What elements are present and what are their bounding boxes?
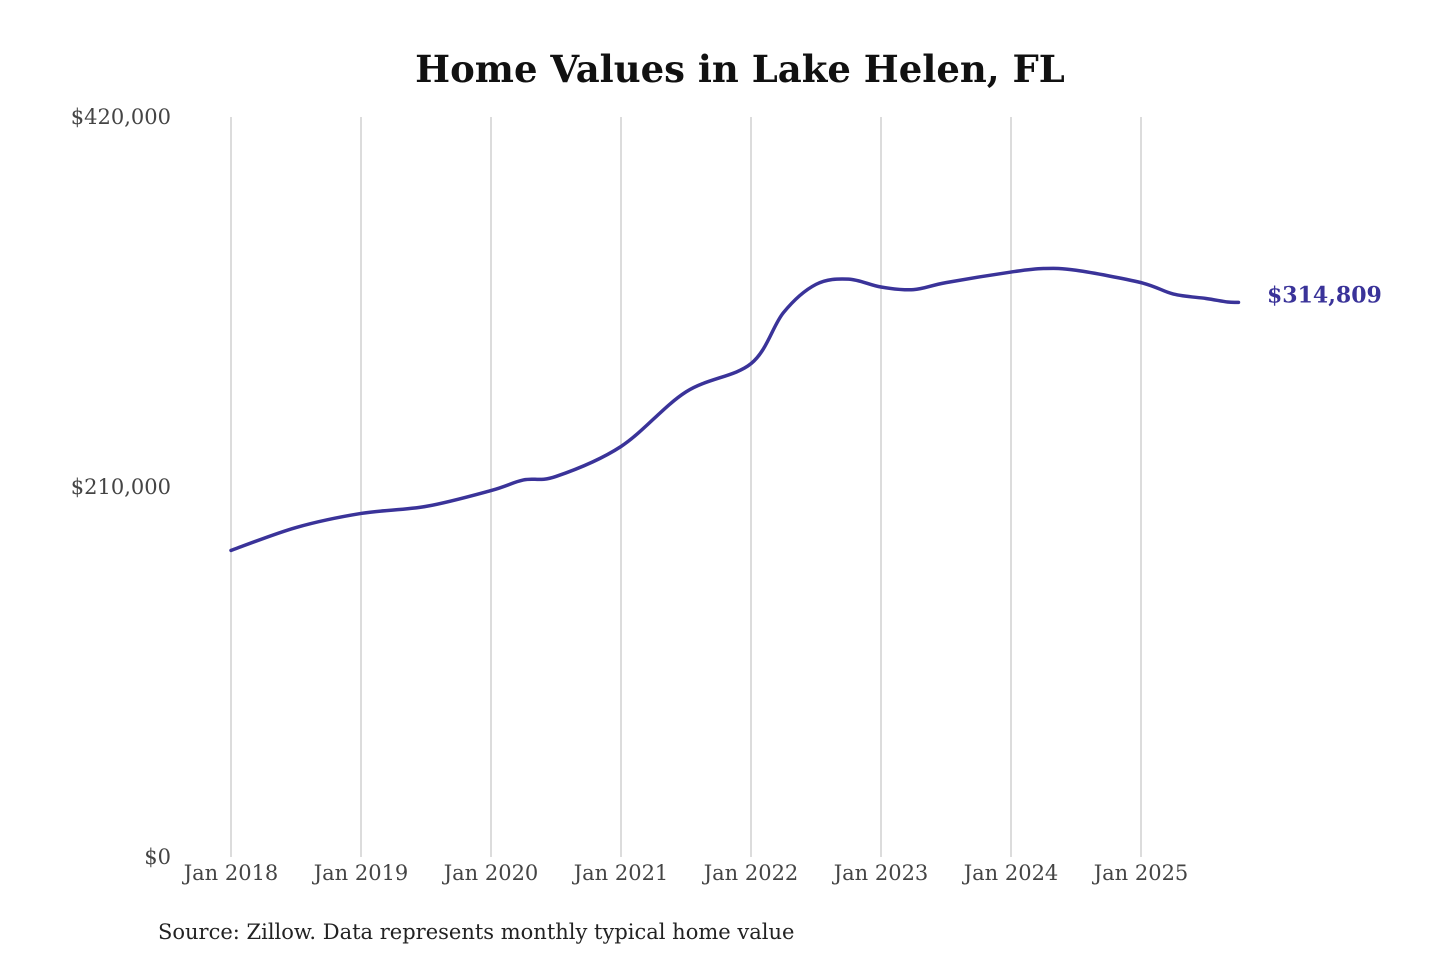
- end-value-label: $314,809: [1267, 282, 1382, 308]
- x-tick-label: Jan 2023: [832, 861, 929, 885]
- x-tick-label: Jan 2018: [182, 861, 279, 885]
- y-tick-label: $210,000: [71, 475, 171, 499]
- y-tick-label: $420,000: [71, 105, 171, 129]
- x-tick-label: Jan 2022: [702, 861, 799, 885]
- x-tick-label: Jan 2020: [442, 861, 539, 885]
- chart-title: Home Values in Lake Helen, FL: [415, 47, 1065, 91]
- y-tick-label: $0: [144, 845, 171, 869]
- x-tick-label: Jan 2024: [962, 861, 1059, 885]
- x-tick-label: Jan 2025: [1092, 861, 1189, 885]
- x-axis: Jan 2018 Jan 2019 Jan 2020 Jan 2021 Jan 2022…: [182, 861, 1189, 885]
- y-axis: $0 $210,000 $420,000: [71, 105, 171, 869]
- x-tick-label: Jan 2021: [572, 861, 669, 885]
- source-note: Source: Zillow. Data represents monthly …: [158, 920, 794, 944]
- x-tick-label: Jan 2019: [312, 861, 409, 885]
- grid-lines: [230, 117, 1142, 857]
- series-line: [229, 266, 1241, 553]
